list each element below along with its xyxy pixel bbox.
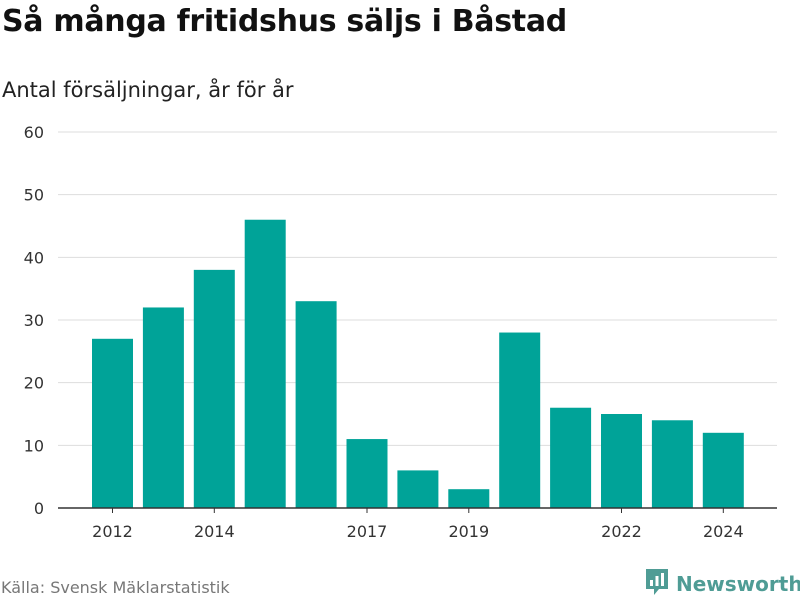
- brand-name: Newsworthy: [676, 572, 800, 596]
- bar-2014: [193, 269, 235, 508]
- bar-2024: [702, 432, 744, 508]
- y-tick-label: 30: [24, 311, 44, 330]
- x-tick-label: 2014: [194, 522, 235, 541]
- bar-2023: [651, 420, 693, 508]
- source-note: Källa: Svensk Mäklarstatistik: [1, 578, 230, 597]
- x-tick-label: 2012: [92, 522, 133, 541]
- x-tick-label: 2019: [448, 522, 489, 541]
- y-tick-label: 0: [34, 499, 44, 518]
- bar-2016: [295, 301, 337, 508]
- y-tick-label: 10: [24, 436, 44, 455]
- bar-chart-bubble-icon: [644, 567, 670, 601]
- y-tick-label: 50: [24, 186, 44, 205]
- bar-2017: [346, 439, 388, 508]
- bar-chart: 0 10 20 30 40 50 60 2012 2014 2017 2019 2022 2024: [24, 123, 777, 541]
- chart-title: Så många fritidshus säljs i Båstad: [2, 4, 567, 39]
- chart-subtitle: Antal försäljningar, år för år: [2, 78, 294, 102]
- y-tick-label: 60: [24, 123, 44, 142]
- bar-2012: [92, 338, 133, 508]
- y-tick-label: 40: [24, 248, 44, 267]
- x-tick-label: 2024: [703, 522, 744, 541]
- bar-2020: [499, 332, 541, 508]
- bars: [92, 219, 744, 508]
- bar-2021: [550, 407, 592, 508]
- y-tick-label: 20: [24, 374, 44, 393]
- bar-2015: [244, 219, 286, 508]
- bar-2018: [397, 470, 439, 508]
- bar-2013: [142, 307, 184, 508]
- bar-2022: [601, 414, 642, 508]
- axes: 0 10 20 30 40 50 60 2012 2014 2017 2019 2022 2024: [24, 123, 777, 541]
- x-tick-label: 2017: [347, 522, 388, 541]
- brand-logo: Newsworthy: [644, 568, 800, 600]
- x-tick-label: 2022: [601, 522, 642, 541]
- bar-2019: [448, 489, 490, 508]
